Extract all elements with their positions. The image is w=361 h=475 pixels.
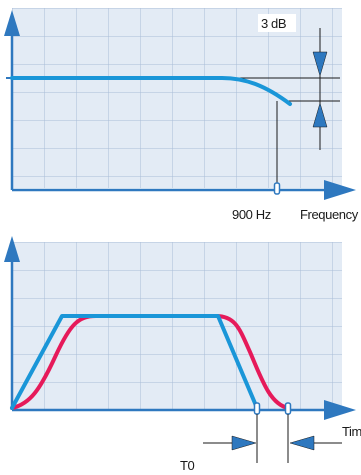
cutoff-frequency-marker	[273, 182, 281, 195]
frequency-response-curve	[10, 76, 292, 106]
frequency-grid-lines	[12, 8, 342, 188]
delay-arrow-right-icon	[231, 435, 257, 451]
time-axis-label: Tim	[342, 424, 361, 439]
attenuation-label-bg	[258, 14, 296, 32]
input-pulse-curve	[10, 314, 259, 410]
attenuation-label: 3 dB	[261, 16, 286, 31]
frequency-response-panel: 3 dB 900 Hz Frequency	[4, 8, 359, 222]
time-grid-lines	[12, 242, 342, 410]
delay-arrow-left-icon	[289, 435, 315, 451]
delayed-pulse-end-marker	[284, 402, 292, 415]
input-pulse-end-marker	[253, 402, 261, 415]
time-response-panel: T0 Tim	[4, 236, 361, 473]
frequency-axis-label: Frequency	[300, 207, 359, 222]
frequency-x-axis-arrow-icon	[324, 180, 356, 200]
frequency-y-axis-arrow-icon	[4, 10, 20, 36]
time-y-axis-arrow-icon	[4, 236, 20, 262]
attenuation-arrow-up-icon	[312, 102, 328, 128]
time-x-axis-arrow-icon	[324, 400, 356, 420]
cutoff-frequency-label: 900 Hz	[232, 207, 271, 222]
delay-label: T0	[180, 458, 195, 473]
